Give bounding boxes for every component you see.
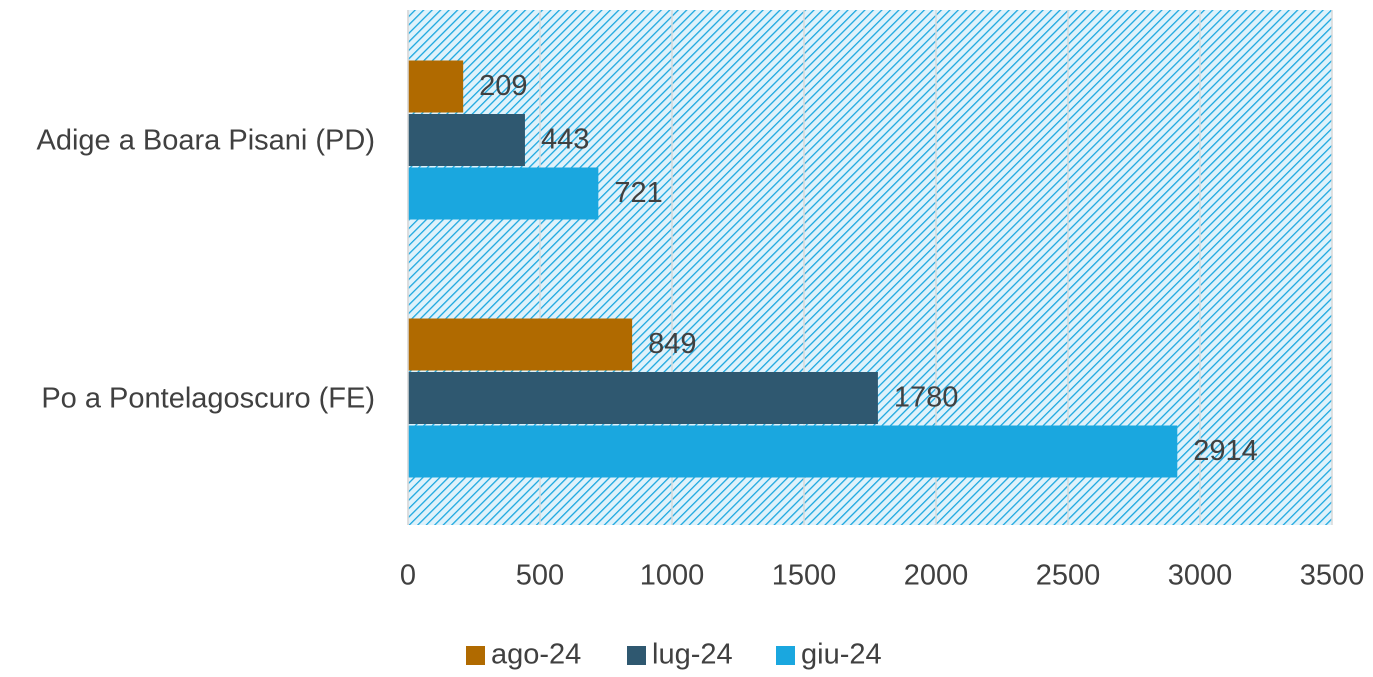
legend-label-lug-24: lug-24 — [652, 639, 733, 671]
bar-ago-24-2 — [408, 318, 633, 371]
bar-lug-24-1 — [408, 114, 525, 166]
data-label-ago-24-2: 849 — [648, 328, 696, 360]
bars — [408, 60, 1178, 478]
category-label-2: Po a Pontelagoscuro (FE) — [41, 383, 375, 415]
legend-swatch-giu-24 — [776, 646, 795, 665]
x-tick-label-500: 500 — [516, 560, 564, 592]
data-label-lug-24-2: 1780 — [894, 382, 959, 414]
data-label-ago-24-1: 209 — [479, 70, 527, 102]
bar-giu-24-2 — [408, 425, 1178, 478]
legend-label-ago-24: ago-24 — [491, 639, 581, 671]
data-label-giu-24-1: 721 — [614, 177, 662, 209]
x-tick-label-1500: 1500 — [772, 560, 837, 592]
x-tick-label-0: 0 — [400, 560, 416, 592]
data-label-lug-24-1: 443 — [541, 124, 589, 156]
legend-swatch-ago-24 — [466, 646, 485, 665]
x-tick-label-1000: 1000 — [640, 560, 705, 592]
x-tick-label-2500: 2500 — [1036, 560, 1101, 592]
legend-label-giu-24: giu-24 — [801, 639, 882, 671]
x-tick-label-2000: 2000 — [904, 560, 969, 592]
data-labels: 209 443 721 849 1780 2914 — [479, 70, 1258, 467]
data-label-giu-24-2: 2914 — [1193, 435, 1258, 467]
bar-lug-24-2 — [408, 372, 878, 424]
x-tick-label-3500: 3500 — [1300, 560, 1365, 592]
axes: Adige a Boara Pisani (PD) Po a Pontelagos… — [37, 10, 1365, 592]
category-label-1: Adige a Boara Pisani (PD) — [37, 125, 376, 157]
bar-ago-24-1 — [408, 60, 464, 113]
legend-swatch-lug-24 — [627, 646, 646, 665]
bar-giu-24-1 — [408, 167, 599, 220]
x-tick-label-3000: 3000 — [1168, 560, 1233, 592]
legend: ago-24 lug-24 giu-24 — [466, 639, 882, 671]
